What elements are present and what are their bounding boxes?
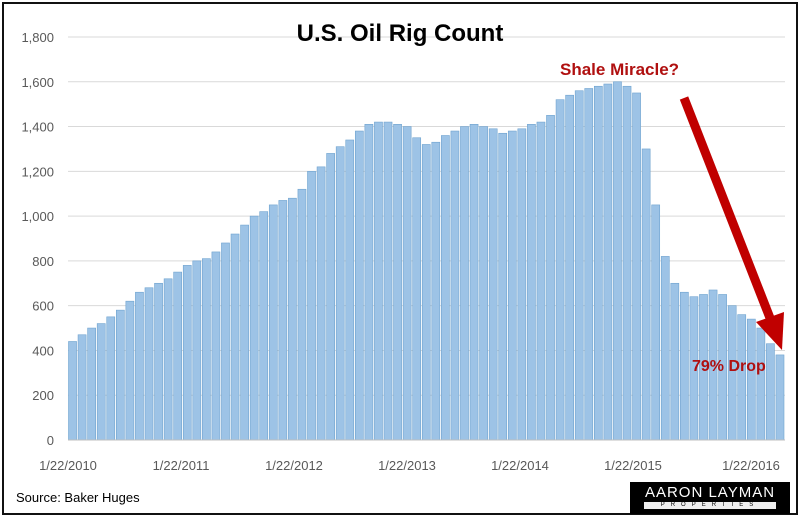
bar [259, 211, 269, 441]
y-tick-label: 1,000 [21, 209, 54, 224]
bar [441, 135, 450, 441]
bar [116, 309, 125, 441]
y-tick-label: 800 [32, 254, 54, 269]
bar [182, 265, 192, 441]
y-tick-label: 1,800 [21, 30, 54, 45]
bar [374, 121, 383, 441]
y-tick-label: 1,600 [21, 75, 54, 90]
y-tick-label: 0 [47, 433, 54, 448]
bar [402, 126, 412, 441]
bar [469, 124, 479, 441]
bar [335, 146, 345, 441]
bar [192, 260, 202, 441]
bar [479, 126, 488, 441]
bar [345, 139, 355, 441]
y-tick-label: 200 [32, 388, 54, 403]
chart-title: U.S. Oil Rig Count [296, 20, 504, 47]
arrow-shaft [679, 96, 775, 320]
bar [173, 271, 183, 441]
bar [221, 242, 230, 441]
bar [766, 343, 775, 441]
bar [106, 316, 116, 441]
y-tick-label: 600 [32, 299, 54, 314]
bar [680, 291, 689, 441]
bar [393, 124, 402, 441]
annotation-drop: 79% Drop [692, 358, 766, 375]
bar [144, 287, 154, 441]
x-tick-label: 1/22/2014 [491, 458, 549, 473]
bar [584, 88, 594, 441]
bar [316, 166, 326, 441]
bar [96, 323, 106, 441]
bar [651, 204, 661, 441]
arrow-head [756, 312, 784, 350]
x-tick-label: 1/22/2012 [265, 458, 323, 473]
bar [517, 128, 527, 441]
bar [507, 130, 517, 441]
bar [77, 334, 87, 441]
bar [632, 92, 641, 441]
bar [68, 341, 77, 441]
bar [536, 121, 546, 441]
bar [488, 128, 498, 441]
bar [641, 148, 651, 441]
bar [574, 90, 584, 441]
bar [163, 278, 173, 441]
bar [354, 130, 364, 441]
bar [87, 327, 96, 441]
bar [603, 83, 613, 441]
bar [240, 224, 249, 441]
annotation-shale-miracle: Shale Miracle? [560, 60, 680, 79]
y-tick-label: 1,400 [21, 120, 54, 135]
bar [125, 300, 135, 441]
x-tick-label: 1/22/2010 [39, 458, 97, 473]
bar [756, 327, 766, 441]
y-tick-label: 1,200 [21, 164, 54, 179]
bar [450, 130, 460, 441]
y-tick-label: 400 [32, 343, 54, 358]
bar [527, 124, 536, 441]
bar [211, 251, 221, 441]
bar [498, 132, 508, 441]
bar [565, 94, 574, 441]
bar [555, 99, 565, 441]
bar [746, 318, 756, 441]
bar [278, 200, 288, 441]
bar [307, 171, 316, 441]
bar [421, 144, 431, 441]
bar [326, 153, 335, 441]
bar [154, 282, 163, 441]
logo: AARON LAYMAN PROPERTIES [630, 482, 790, 514]
bar [297, 188, 307, 441]
bar [288, 197, 297, 441]
logo-name: AARON LAYMAN [644, 484, 776, 501]
bar [202, 258, 211, 441]
bar [622, 85, 632, 441]
bar [775, 354, 785, 441]
bar [737, 314, 747, 441]
x-tick-label: 1/22/2013 [378, 458, 436, 473]
logo-subtitle: PROPERTIES [644, 502, 776, 509]
bar [249, 215, 259, 441]
bar [364, 124, 374, 441]
bar [135, 291, 144, 441]
bar [546, 115, 555, 441]
bar [431, 141, 441, 441]
bar [670, 282, 680, 441]
x-tick-label: 1/22/2015 [604, 458, 662, 473]
bar [412, 137, 422, 441]
bar [660, 256, 670, 441]
bar [268, 204, 278, 441]
source-note: Source: Baker Huges [16, 490, 140, 505]
bar [460, 126, 469, 441]
bar [230, 233, 240, 441]
bar [383, 121, 393, 441]
bar [613, 81, 622, 441]
x-tick-label: 1/22/2011 [153, 458, 210, 473]
bar [593, 85, 603, 441]
x-tick-label: 1/22/2016 [722, 458, 780, 473]
